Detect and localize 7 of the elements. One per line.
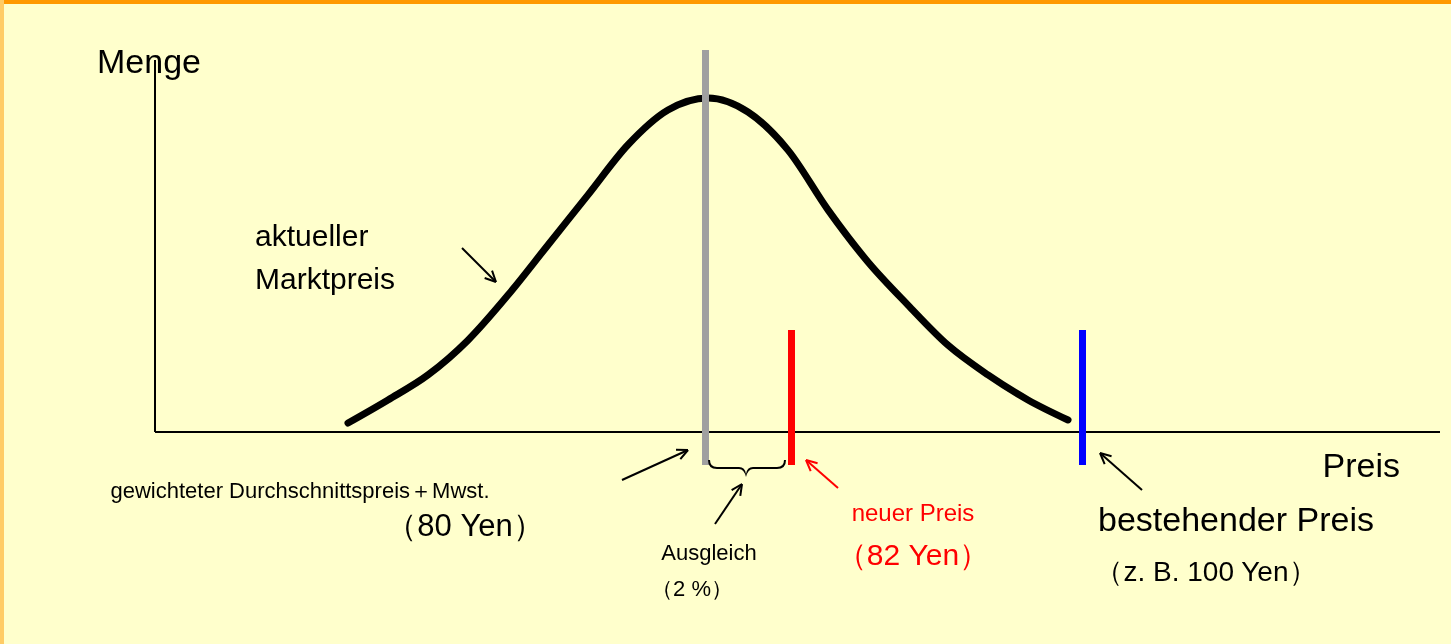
text: bestehender Preis （z. B. 100 Yen） xyxy=(1095,500,1374,587)
y-axis-title: Menge xyxy=(97,42,201,80)
text: gewichteter Durchschnittspreis＋Mwst. （80 Yen） xyxy=(110,478,544,543)
annotation: aktueller Marktpreis xyxy=(255,219,396,295)
text: Ausgleich （2 %） xyxy=(651,540,757,601)
x-axis-title: Preis xyxy=(1322,446,1400,484)
text: neuer Preis （82 Yen） xyxy=(836,499,990,571)
